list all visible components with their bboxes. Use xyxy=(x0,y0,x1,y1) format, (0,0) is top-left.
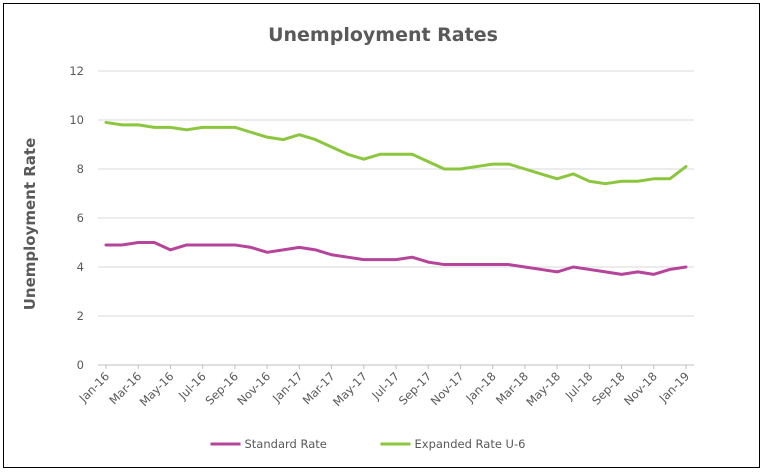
y-tick-label: 10 xyxy=(69,113,84,127)
legend: Standard Rate Expanded Rate U-6 xyxy=(210,437,526,451)
y-tick-label: 12 xyxy=(69,64,84,78)
x-tick-label: Nov-16 xyxy=(234,369,273,408)
legend-label: Standard Rate xyxy=(245,437,327,451)
x-tick-label: May-16 xyxy=(137,369,177,409)
legend-label: Expanded Rate U-6 xyxy=(415,437,526,451)
y-tick-label: 4 xyxy=(77,260,84,274)
chart-frame: Unemployment Rates Unemployment Rate 0 2 4… xyxy=(3,3,760,468)
y-tick-label: 0 xyxy=(77,358,84,372)
y-axis-label: Unemployment Rate xyxy=(21,138,39,311)
y-tick-label: 8 xyxy=(77,162,84,176)
x-tick-label: Sep-17 xyxy=(396,369,435,408)
line-chart: Unemployment Rates Unemployment Rate 0 2 4… xyxy=(21,24,694,451)
y-tick-label: 6 xyxy=(77,211,84,225)
y-axis-ticks: 0 2 4 6 8 10 12 xyxy=(69,64,84,372)
chart-title: Unemployment Rates xyxy=(268,24,498,46)
x-tick-label: Jan-19 xyxy=(656,369,692,405)
x-tick-label: May-18 xyxy=(523,369,563,409)
y-tick-label: 2 xyxy=(77,309,84,323)
x-tick-label: Jan-16 xyxy=(76,369,112,405)
x-tick-label: Nov-17 xyxy=(428,369,467,408)
series-line-2 xyxy=(104,120,688,186)
x-tick-label: Sep-16 xyxy=(202,369,241,408)
grid-lines xyxy=(98,70,694,366)
series-lines xyxy=(104,120,688,276)
x-tick-label: Jan-17 xyxy=(269,369,305,405)
x-tick-label: May-17 xyxy=(330,369,370,409)
x-tick-label: Nov-18 xyxy=(621,369,660,408)
x-tick-label: Jan-18 xyxy=(462,369,498,405)
series-line-1 xyxy=(104,241,688,276)
x-tick-label: Sep-18 xyxy=(589,369,628,408)
